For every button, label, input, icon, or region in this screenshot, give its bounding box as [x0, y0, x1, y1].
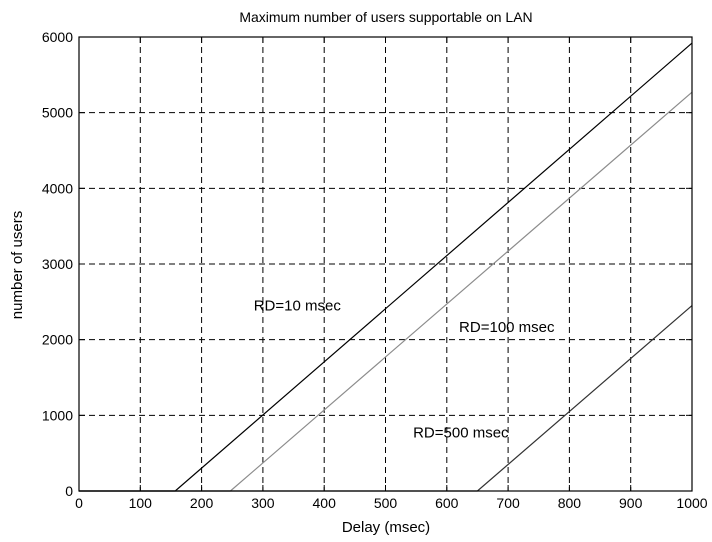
x-tick-label: 200	[190, 495, 214, 511]
x-tick-label: 300	[251, 495, 275, 511]
series-annotation: RD=100 msec	[459, 319, 555, 336]
y-axis-label: number of users	[9, 211, 26, 319]
x-tick-label: 1000	[676, 495, 707, 511]
series-annotation: RD=500 msec	[413, 425, 509, 442]
y-tick-label: 1000	[42, 407, 73, 423]
grid	[79, 37, 692, 491]
x-tick-label: 500	[374, 495, 398, 511]
x-tick-label: 100	[129, 495, 153, 511]
x-tick-label: 800	[558, 495, 582, 511]
y-tick-label: 2000	[42, 332, 73, 348]
y-tick-label: 0	[65, 483, 73, 499]
chart-title: Maximum number of users supportable on L…	[239, 9, 532, 25]
series-annotation: RD=10 msec	[254, 298, 342, 315]
annotations: RD=10 msec RD=100 msec RD=500 msec	[254, 298, 555, 442]
y-tick-label: 5000	[42, 105, 73, 121]
y-tick-label: 4000	[42, 180, 73, 196]
x-tick-label: 900	[619, 495, 643, 511]
y-tick-label: 3000	[42, 256, 73, 272]
x-tick-label: 0	[75, 495, 83, 511]
x-tick-label: 600	[435, 495, 459, 511]
ticks: 0 100 200 300 400 500 600 700 800 900 1000 0 1000 200…	[42, 29, 708, 511]
x-tick-label: 400	[313, 495, 337, 511]
y-tick-label: 6000	[42, 29, 73, 45]
x-tick-label: 700	[496, 495, 520, 511]
x-axis-label: Delay (msec)	[342, 519, 430, 536]
